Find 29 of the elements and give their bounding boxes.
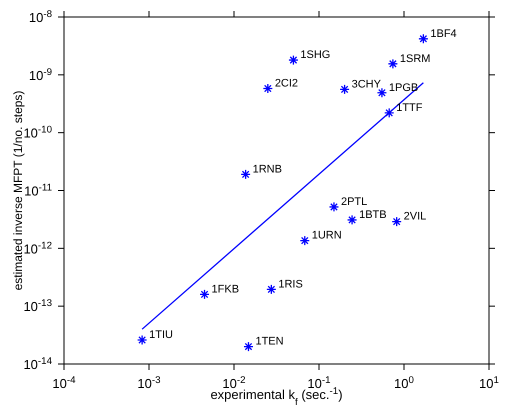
annotation: 1RIS (278, 278, 303, 290)
annotation: 1BF4 (430, 28, 457, 40)
annotation: 2PTL (340, 196, 368, 208)
annotation: 1BTB (359, 208, 387, 221)
x-tick-label: 10$^{-4}$ (52, 374, 76, 391)
y-tick-label: 10$^{-14}$ (23, 356, 53, 372)
annotation: 1RNB (252, 163, 282, 176)
annotation: 1TIU (149, 329, 174, 341)
annotation: 2CI2 (274, 78, 298, 90)
y-tick-label: 10$^{-13}$ (23, 298, 52, 314)
y-tick-label: 10$^{-12}$ (23, 240, 52, 256)
annotation: 1PGB (388, 82, 418, 94)
y-tick-label: 10$^{-10}$ (23, 124, 53, 141)
y-tick-label: 10$^{-8}$ (28, 8, 52, 25)
x-tick-label: 10$^{-1}$ (307, 374, 331, 391)
annotation: 1FKB (212, 283, 240, 296)
annotation: 3CHY (352, 78, 382, 90)
x-tick-label: 10$^{-3}$ (137, 374, 161, 391)
annotation: 1TEN (255, 336, 284, 348)
annotation: 1URN (312, 230, 342, 242)
y-tick-label: 10$^{-9}$ (28, 66, 52, 83)
annotation: 1SRM (400, 52, 430, 65)
x-tick-label: 10$^{1}$ (479, 374, 499, 391)
annotation: 1SHG (300, 49, 330, 62)
y-axis-title: estimated inverse MFPT (1/no. steps) (11, 90, 25, 290)
annotation: 2VIL (404, 210, 426, 223)
y-tick-label: 10$^{-11}$ (24, 182, 52, 198)
annotation: 1TTF (396, 102, 423, 114)
x-tick-label: 10$^{0}$ (394, 374, 415, 391)
